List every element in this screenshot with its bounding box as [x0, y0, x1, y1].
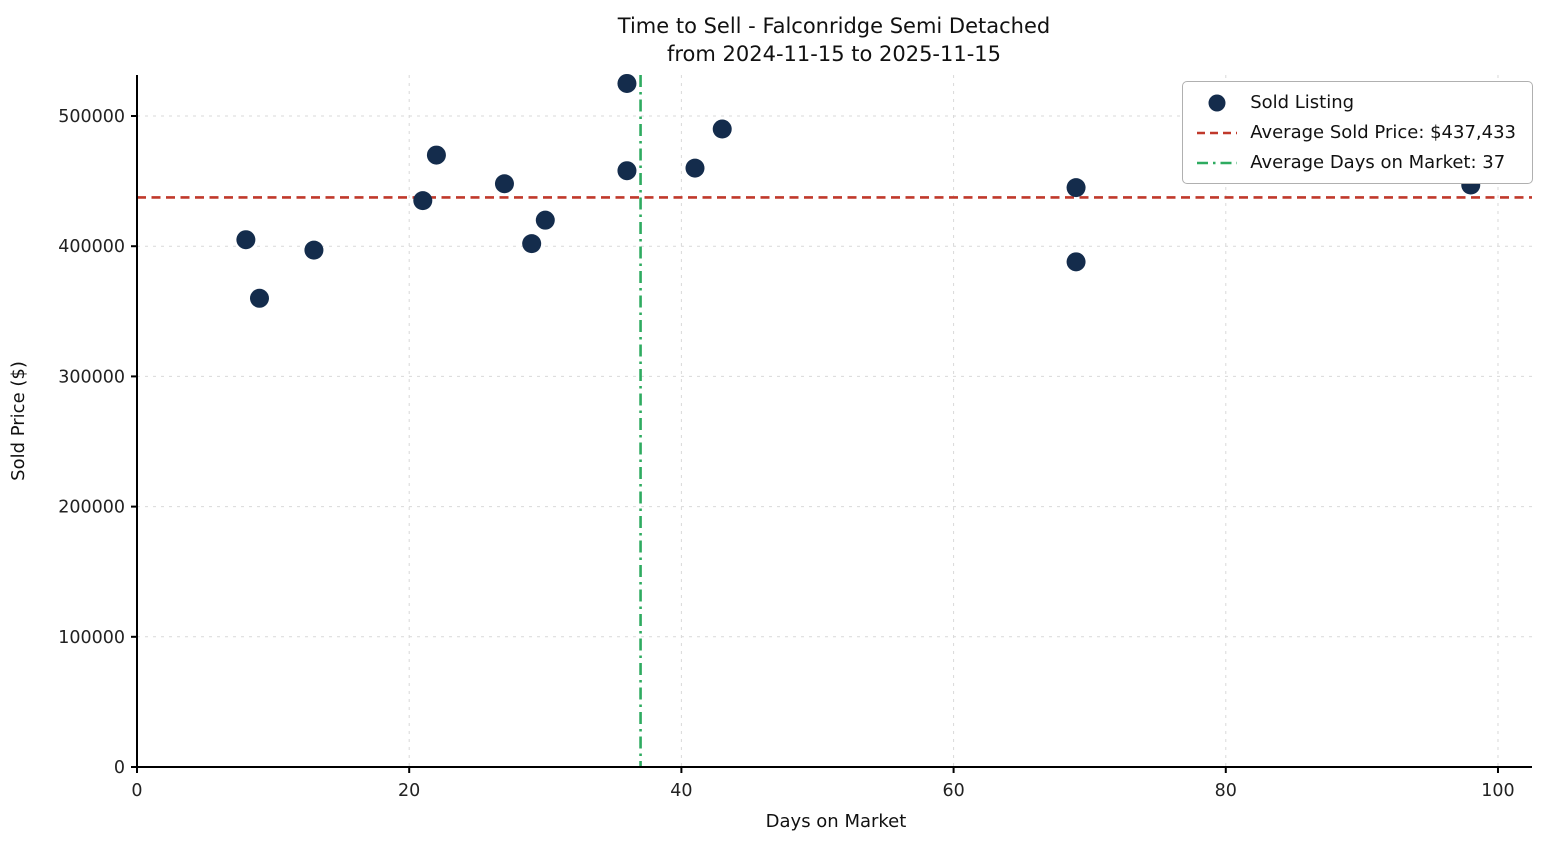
data-point: [413, 191, 433, 211]
x-tick-label: 20: [398, 781, 420, 801]
legend-dashed-line-marker: [1197, 131, 1238, 134]
data-point: [1066, 252, 1086, 272]
data-point: [304, 240, 324, 260]
legend-item-sold-listing: Sold Listing: [1195, 92, 1516, 113]
y-tick-label: 500000: [58, 107, 125, 127]
x-axis-label: Days on Market: [766, 811, 907, 832]
y-tick-label: 100000: [58, 628, 125, 648]
data-point: [1066, 178, 1086, 198]
legend-label: Sold Listing: [1250, 92, 1355, 113]
data-point: [522, 234, 542, 254]
data-point: [494, 174, 514, 194]
data-point: [685, 158, 705, 178]
y-tick-label: 0: [114, 758, 125, 778]
legend-dot-marker: [1208, 94, 1226, 111]
x-tick-label: 80: [1215, 781, 1237, 801]
legend-item-avg-days: Average Days on Market: 37: [1195, 152, 1516, 173]
data-point: [535, 210, 555, 230]
data-point: [426, 145, 446, 165]
x-tick-label: 60: [942, 781, 964, 801]
legend-label: Average Days on Market: 37: [1250, 152, 1506, 173]
x-tick-label: 40: [670, 781, 692, 801]
chart-title-line2: from 2024-11-15 to 2025-11-15: [667, 42, 1001, 66]
y-tick-label: 200000: [58, 498, 125, 518]
legend: Sold Listing Average Sold Price: $437,43…: [1182, 81, 1533, 184]
x-tick-label: 100: [1481, 781, 1514, 801]
x-tick-label: 0: [131, 781, 142, 801]
y-tick-label: 400000: [58, 237, 125, 257]
y-tick-label: 300000: [58, 367, 125, 387]
y-axis-label: Sold Price ($): [8, 361, 29, 481]
data-point: [712, 119, 732, 139]
data-point: [617, 73, 637, 93]
legend-dashdot-line-marker: [1197, 161, 1238, 164]
legend-label: Average Sold Price: $437,433: [1250, 122, 1516, 143]
legend-item-avg-price: Average Sold Price: $437,433: [1195, 122, 1516, 143]
data-point: [249, 288, 269, 308]
data-point: [617, 161, 637, 181]
chart-title-line1: Time to Sell - Falconridge Semi Detached: [617, 14, 1050, 38]
data-point: [236, 230, 256, 250]
